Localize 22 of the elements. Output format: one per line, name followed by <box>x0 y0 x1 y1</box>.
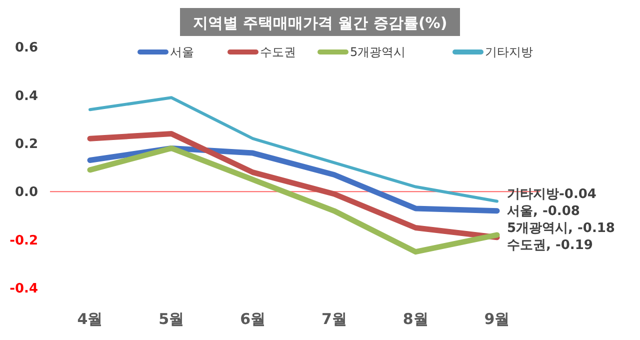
y-tick-label: 0.4 <box>14 88 38 104</box>
annotation: 수도권, -0.19 <box>507 238 593 253</box>
legend-label: 5개광역시 <box>350 45 406 60</box>
legend-label: 서울 <box>170 45 194 60</box>
x-tick-label: 5월 <box>158 310 184 328</box>
y-tick-label: 0.6 <box>14 40 38 56</box>
y-tick-label: 0.0 <box>14 185 38 200</box>
x-tick-label: 8월 <box>402 310 428 328</box>
x-tick-label: 9월 <box>484 310 510 328</box>
line-series <box>88 96 498 203</box>
y-tick-label: 0.2 <box>14 136 38 152</box>
x-tick-label: 6월 <box>240 310 266 328</box>
y-tick-label: -0.2 <box>10 233 38 248</box>
chart-title: 지역별 주택매매가격 월간 증감률(%) <box>192 14 448 32</box>
annotation: 서울, -0.08 <box>507 204 580 219</box>
x-tick-label: 7월 <box>321 310 347 328</box>
y-tick-label: -0.4 <box>10 282 38 297</box>
legend-label: 수도권 <box>260 45 296 60</box>
annotation: 기타지방-0.04 <box>507 186 596 202</box>
annotation: 5개광역시, -0.18 <box>507 220 615 236</box>
x-tick-label: 4월 <box>77 310 103 328</box>
legend-label: 기타지방 <box>485 45 533 60</box>
